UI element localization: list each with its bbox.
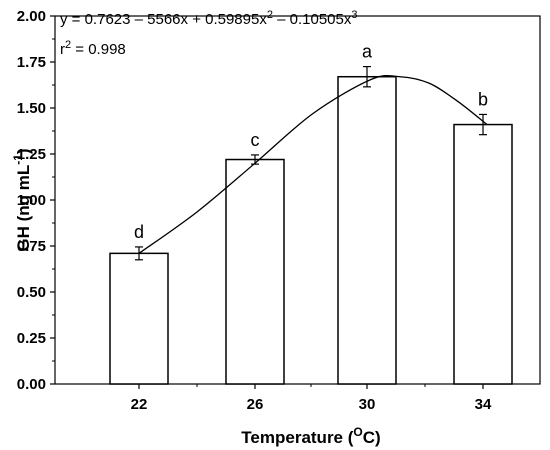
y-tick-label: 1.25	[17, 146, 46, 163]
y-tick-label: 1.75	[17, 54, 46, 71]
y-tick-label: 0.75	[17, 238, 46, 255]
bar-22	[109, 252, 169, 385]
y-tick-label: 2.00	[17, 8, 46, 25]
bar-30	[337, 75, 397, 385]
fit-curve	[138, 74, 488, 254]
significance-label: c	[251, 130, 260, 150]
y-axis-title: GH (ng mL-1)	[11, 148, 33, 251]
y-tick-label: 0.00	[17, 376, 46, 393]
x-tick-label: 22	[131, 396, 148, 413]
bar-34	[453, 123, 513, 385]
y-tick-label: 0.50	[17, 284, 46, 301]
significance-label: b	[478, 89, 488, 109]
x-tick-label: 30	[359, 396, 376, 413]
fit-equation: y = 0.7623 – 5566x + 0.59895x2 – 0.10505…	[60, 9, 358, 28]
r-squared: r2 = 0.998	[60, 39, 126, 58]
x-axis-title: Temperature (OC)	[241, 425, 380, 447]
y-tick-label: 1.50	[17, 100, 46, 117]
x-tick-label: 34	[475, 396, 492, 413]
y-tick-label: 1.00	[17, 192, 46, 209]
significance-label: d	[134, 222, 144, 242]
y-tick-label: 0.25	[17, 330, 46, 347]
bar-26	[225, 158, 285, 385]
significance-label: a	[362, 42, 373, 62]
x-tick-label: 26	[247, 396, 264, 413]
